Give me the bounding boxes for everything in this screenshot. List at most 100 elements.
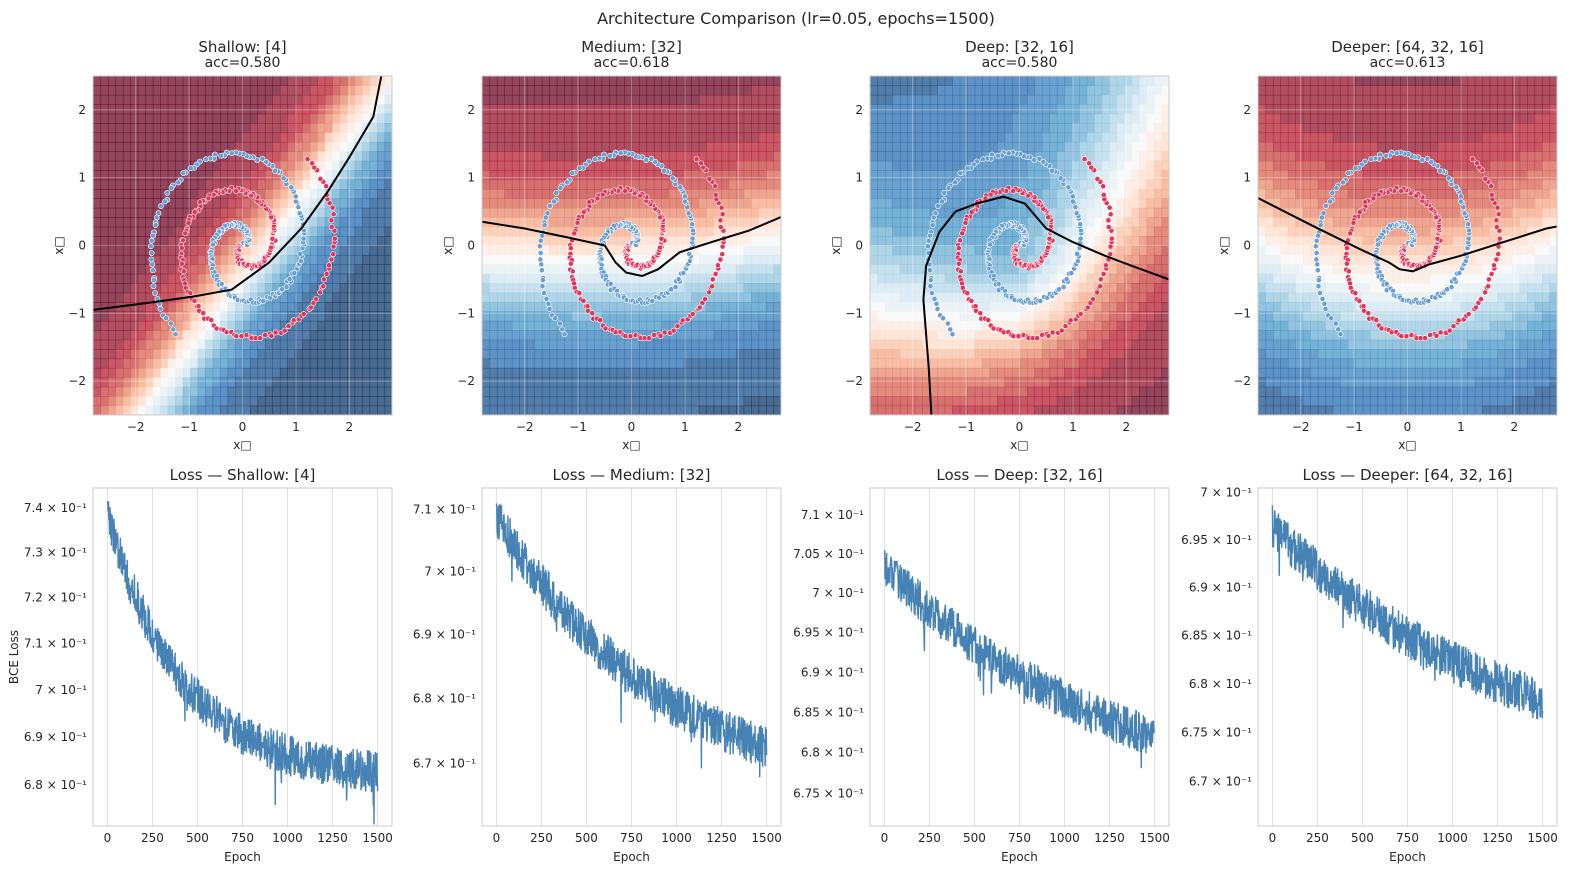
field-cell [601, 179, 610, 190]
field-cell [967, 311, 976, 322]
field-cell [145, 292, 154, 303]
field-cell [713, 217, 722, 228]
field-cell [907, 160, 916, 171]
field-cell [152, 320, 161, 331]
field-cell [1026, 207, 1036, 218]
field-cell [197, 264, 206, 275]
field-cell [1116, 226, 1125, 237]
point-class-0 [675, 276, 682, 283]
field-cell [145, 198, 154, 209]
field-cell [249, 198, 259, 209]
field-cell [937, 320, 946, 331]
field-cell [766, 236, 775, 247]
field-cell [929, 123, 938, 134]
field-cell [982, 339, 991, 350]
field-cell [332, 292, 341, 303]
field-cell [1101, 273, 1110, 284]
field-cell [1109, 198, 1118, 209]
field-cell [489, 151, 498, 162]
field-cell [698, 207, 707, 218]
field-cell [212, 104, 221, 115]
field-cell [377, 198, 386, 209]
field-cell [609, 198, 618, 209]
field-cell [242, 170, 251, 181]
field-cell [997, 207, 1006, 218]
field-cell [1116, 283, 1125, 294]
field-cell [167, 396, 176, 407]
field-cell [691, 339, 700, 350]
field-cell [354, 217, 363, 228]
field-cell [257, 349, 266, 360]
field-cell [264, 179, 273, 190]
field-cell [93, 330, 102, 341]
field-cell [758, 358, 767, 369]
field-cell [100, 236, 109, 247]
field-cell [638, 179, 648, 190]
field-cell [1079, 85, 1088, 96]
field-cell [721, 113, 730, 124]
field-cell [220, 358, 229, 369]
field-cell [167, 94, 176, 105]
field-cell [130, 217, 139, 228]
field-cell [205, 198, 214, 209]
field-cell [107, 123, 117, 134]
field-cell [212, 264, 221, 275]
field-cell [997, 245, 1006, 256]
field-cell [594, 94, 603, 105]
field-cell [982, 386, 991, 397]
field-cell [982, 132, 991, 143]
field-cell [1034, 189, 1043, 200]
field-cell [264, 94, 273, 105]
field-cell [914, 94, 923, 105]
field-cell [907, 113, 916, 124]
field-cell [1012, 264, 1021, 275]
field-cell [1012, 113, 1021, 124]
field-cell [294, 302, 303, 313]
field-cell [653, 85, 662, 96]
field-cell [668, 311, 677, 322]
field-cell [317, 207, 326, 218]
field-cell [1071, 226, 1080, 237]
field-cell [1079, 236, 1088, 247]
field-cell [974, 207, 983, 218]
field-cell [339, 94, 348, 105]
field-cell [220, 94, 229, 105]
field-cell [257, 141, 266, 152]
field-cell [107, 330, 117, 341]
field-cell [989, 283, 998, 294]
field-cell [182, 254, 191, 265]
field-cell [1026, 377, 1036, 388]
point-class-1 [657, 332, 664, 339]
field-cell [309, 217, 318, 228]
field-cell [668, 236, 677, 247]
field-cell [1064, 283, 1073, 294]
point-class-1 [307, 304, 314, 311]
x-tick-label: −2 [127, 420, 145, 434]
field-cell [967, 104, 976, 115]
field-cell [728, 245, 737, 256]
field-cell [309, 396, 318, 407]
field-cell [1086, 396, 1095, 407]
field-cell [534, 141, 543, 152]
field-cell [249, 367, 259, 378]
field-cell [929, 339, 938, 350]
field-cell [579, 377, 588, 388]
field-cell [137, 94, 146, 105]
field-cell [220, 320, 229, 331]
field-cell [758, 367, 767, 378]
field-cell [1019, 283, 1028, 294]
field-cell [579, 311, 588, 322]
field-cell [758, 198, 767, 209]
field-cell [944, 85, 953, 96]
field-cell [1086, 311, 1095, 322]
field-cell [354, 349, 363, 360]
field-cell [212, 358, 221, 369]
field-cell [541, 189, 550, 200]
field-cell [122, 264, 131, 275]
field-cell [691, 302, 700, 313]
field-cell [324, 358, 333, 369]
field-cell [907, 207, 916, 218]
field-cell [1064, 302, 1073, 313]
field-cell [377, 396, 386, 407]
field-cell [1012, 94, 1021, 105]
